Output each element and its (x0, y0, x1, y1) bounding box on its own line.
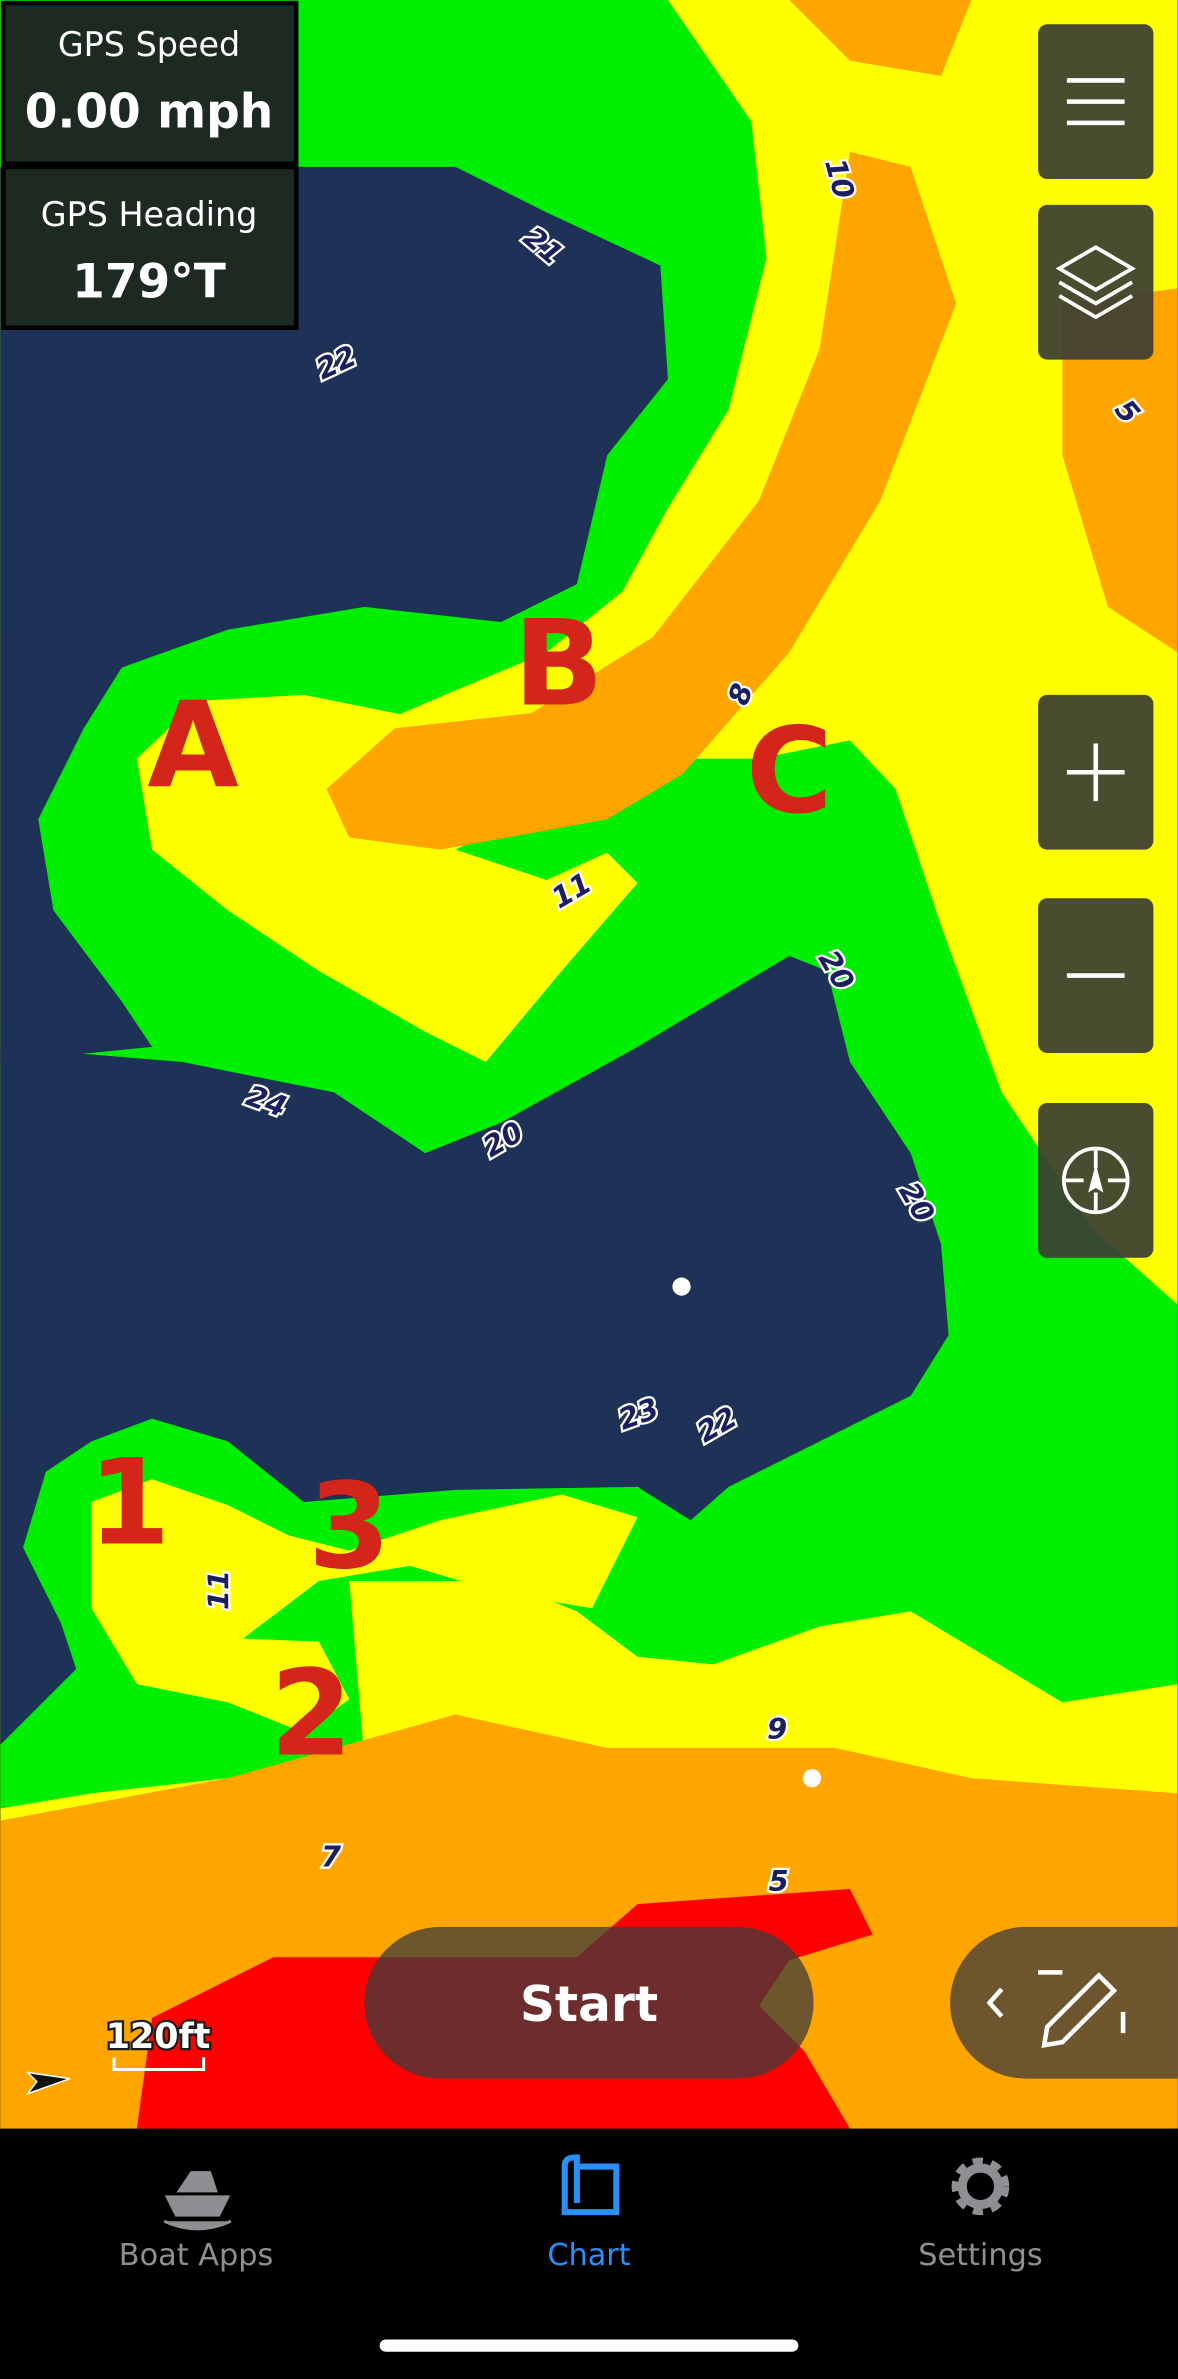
home-indicator (379, 2339, 799, 2352)
tab-settings[interactable]: Settings (918, 2157, 1043, 2274)
layers-button[interactable] (1038, 204, 1154, 360)
menu-button[interactable] (1038, 24, 1154, 180)
button-bg (1038, 204, 1154, 360)
map-marker: 1 (88, 1433, 170, 1571)
north-arrow (25, 2071, 71, 2096)
plus-icon (1066, 743, 1125, 802)
zoom-out-button[interactable] (1038, 898, 1154, 1053)
start-label: Start (520, 1977, 658, 2033)
map-marker: C (746, 702, 833, 840)
speed-label: GPS Speed (58, 25, 240, 64)
tab-boat-apps[interactable]: Boat Apps (119, 2171, 274, 2274)
tools-button[interactable] (950, 1926, 1178, 2079)
gear-icon (957, 2163, 1004, 2210)
shallow-point-a (136, 694, 638, 1063)
locate-arrow (1088, 1163, 1104, 1193)
start-button[interactable]: Start (364, 1926, 814, 2079)
deep-basin-south (0, 955, 949, 1745)
gps-panel: GPS Speed 0.00 mph GPS Heading 179°T (1, 0, 299, 330)
tab-label: Settings (918, 2238, 1042, 2273)
layers-icon (1055, 245, 1136, 320)
heading-value: 179°T (72, 254, 226, 309)
tab-label: Boat Apps (119, 2238, 274, 2273)
orange-north (789, 0, 972, 76)
scale-bar (112, 2057, 206, 2072)
start-bg (364, 1926, 814, 2079)
shallow-point-1 (91, 1479, 638, 1733)
map-marker: A (147, 676, 239, 814)
deep-basin-north (0, 166, 668, 1063)
chart-icon (561, 2154, 620, 2216)
depth-label: 7 (321, 1840, 341, 1874)
depth-label: 9 (767, 1712, 787, 1746)
map-marker: B (514, 594, 604, 732)
waypoint (802, 1769, 822, 1788)
edit-icon (1038, 1970, 1126, 2048)
speed-value: 0.00 mph (25, 84, 274, 139)
map-marker: 2 (270, 1644, 352, 1782)
boat-icon (163, 2171, 232, 2231)
map-marker: 3 (308, 1458, 390, 1596)
orange-ridge (326, 151, 957, 850)
orange-east (1062, 288, 1178, 653)
heading-label: GPS Heading (41, 195, 258, 234)
chevron-icon (986, 1987, 1004, 2018)
tab-bar: Boat Apps Chart Settings (0, 2128, 1178, 2379)
tab-label: Chart (547, 2238, 630, 2273)
depth-label: 11 (201, 1570, 235, 1610)
heading-box (1, 164, 299, 330)
menu-icon (1066, 78, 1125, 126)
tab-chart[interactable]: Chart (547, 2154, 631, 2273)
locate-icon-ticks (1063, 1148, 1128, 1213)
waypoint (672, 1277, 691, 1296)
depth-label: 5 (769, 1864, 789, 1898)
zoom-in-button[interactable] (1038, 694, 1154, 850)
tools-bg (950, 1926, 1178, 2079)
speed-box (1, 0, 299, 167)
center-button[interactable] (1038, 1103, 1154, 1258)
scale-label: 120ft (106, 2017, 211, 2057)
